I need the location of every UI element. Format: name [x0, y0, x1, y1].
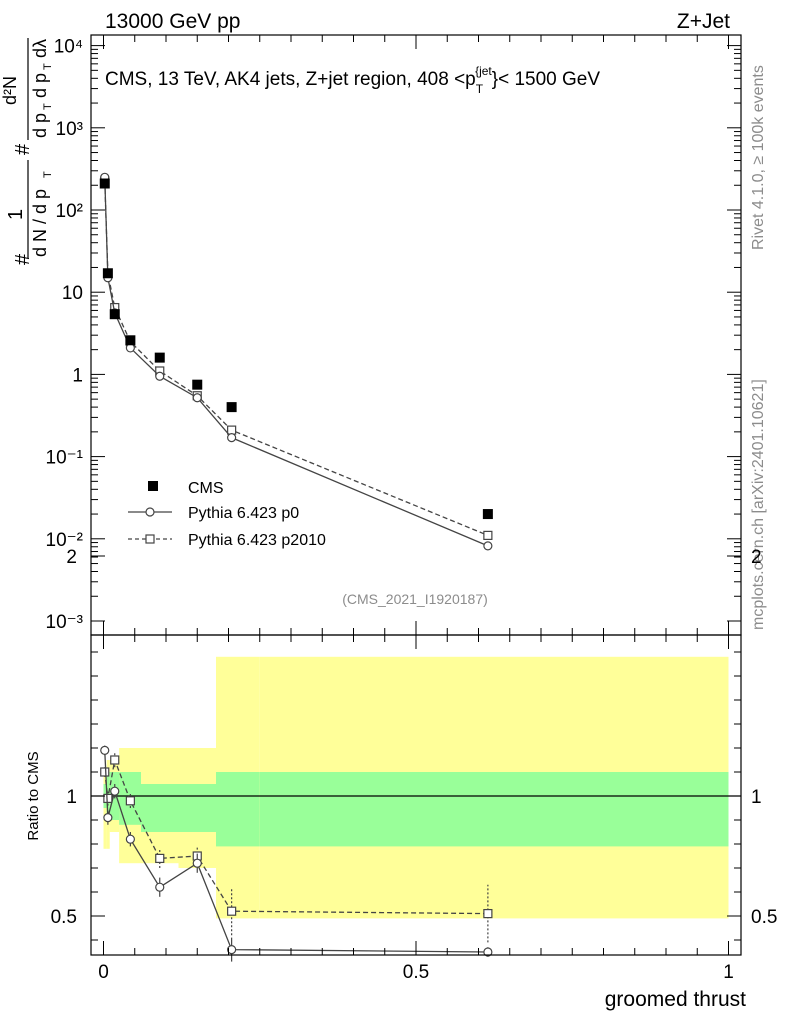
p0-point — [227, 944, 237, 955]
cms-point — [109, 309, 120, 320]
p0-point — [483, 947, 493, 957]
main-series — [99, 172, 493, 551]
p2010-point — [125, 796, 135, 806]
p0-point — [155, 371, 165, 381]
p0-point — [125, 834, 135, 844]
x-axis-label: groomed thrust — [605, 988, 746, 1011]
band-outer — [103, 772, 107, 849]
p0-point — [155, 882, 165, 892]
x-tick-label: 0.5 — [403, 962, 429, 983]
p0-point — [227, 433, 237, 443]
ratio-y-tick-label: 0.5 — [751, 907, 777, 928]
side-rivet-label: Rivet 4.1.0, ≥ 100k events — [750, 65, 767, 250]
ratio-y-tick-label: 1 — [66, 787, 77, 808]
cms-point — [125, 335, 136, 346]
cms-point — [102, 268, 113, 279]
ratio-y-tick-label: 2 — [66, 547, 77, 568]
svg-text:1: 1 — [5, 209, 27, 220]
ratio-y-tick-label: 2 — [751, 547, 762, 568]
header-right: Z+Jet — [677, 10, 730, 33]
ratio-y-tick-label: 1 — [751, 787, 762, 808]
legend-marker-p2010 — [145, 534, 155, 544]
p0-point — [100, 745, 110, 756]
y-tick-label: 10⁻¹ — [46, 448, 84, 469]
analysis-id: (CMS_2021_I1920187) — [342, 591, 488, 607]
legend-marker-p0 — [145, 507, 155, 517]
ratio-ticks: 0.5 0.5 1 1 2 2 0 0.5 1 — [51, 547, 778, 983]
band-inner — [178, 784, 216, 832]
svg-text:#: # — [12, 143, 34, 155]
band-inner — [259, 772, 729, 847]
p0-point — [192, 393, 202, 403]
band-inner — [216, 772, 260, 847]
y-tick-label: 10 — [62, 283, 83, 304]
y-tick-label: 10³ — [56, 119, 83, 140]
svg-text:T: T — [42, 103, 54, 110]
svg-text:T: T — [42, 171, 54, 178]
legend: CMS Pythia 6.423 p0 Pythia 6.423 p2010 — [128, 480, 326, 549]
p2010-point — [100, 767, 110, 777]
side-mcplots-label: mcplots.cern.ch [arXiv:2401.10621] — [750, 379, 767, 630]
main-title: CMS, 13 TeV, AK4 jets, Z+jet region, 408… — [105, 64, 600, 96]
p2010-point — [483, 908, 493, 919]
p0-point — [192, 858, 202, 868]
p2010-point — [227, 906, 237, 916]
main-y-ticks: 10⁻³ 10⁻² 10⁻¹ 1 10 10² 10³ 10⁴ — [46, 35, 741, 635]
main-panel: 10⁻³ 10⁻² 10⁻¹ 1 10 10² 10³ 10⁴ CMS, 13 TeV, AK… — [0, 34, 742, 636]
x-tick-label: 1 — [723, 962, 734, 983]
p2010-point — [227, 425, 237, 435]
svg-text:d²N: d²N — [0, 76, 20, 105]
y-tick-label: 1 — [72, 365, 83, 386]
p2010-point — [155, 853, 165, 864]
ratio-y-label: Ratio to CMS — [25, 751, 42, 840]
x-tick-label: 0 — [98, 962, 109, 983]
y-tick-label: 10² — [56, 201, 83, 222]
p2010-point — [110, 755, 120, 765]
y-tick-label: 10⁻² — [46, 530, 84, 551]
legend-label-cms: CMS — [188, 480, 224, 497]
cms-point — [154, 352, 165, 363]
ratio-panel: 0.5 0.5 1 1 2 2 0 0.5 1 Ratio to CMS groomed thr… — [25, 547, 777, 1011]
p2010-point — [483, 530, 493, 540]
ratio-bands — [103, 656, 729, 919]
y-tick-label: 10⁴ — [54, 37, 83, 58]
svg-text:d p: d p — [30, 113, 50, 138]
header-left: 13000 GeV pp — [105, 10, 240, 33]
series-line — [104, 757, 488, 915]
p0-point — [110, 786, 120, 796]
cms-point — [192, 379, 203, 390]
series-line — [104, 177, 489, 547]
band-inner — [141, 784, 179, 832]
p2010-point — [103, 793, 113, 804]
svg-text:d p: d p — [30, 73, 50, 98]
svg-text:dλ: dλ — [30, 39, 50, 58]
cms-point — [99, 178, 110, 189]
svg-text:T: T — [42, 63, 54, 70]
p0-point — [103, 812, 113, 823]
legend-marker-cms — [148, 481, 158, 491]
y-tick-label: 10⁻³ — [46, 612, 84, 633]
main-y-label: # 1 d N / d p T # d²N d p T d p T dλ — [0, 38, 54, 265]
cms-point — [226, 402, 237, 413]
svg-text:d N / d p: d N / d p — [30, 189, 50, 257]
ratio-y-tick-label: 0.5 — [51, 907, 77, 928]
cms-point — [482, 509, 493, 520]
p0-point — [483, 541, 493, 551]
ratio-series — [100, 745, 493, 962]
legend-label-p0: Pythia 6.423 p0 — [188, 505, 299, 522]
legend-label-p2010: Pythia 6.423 p2010 — [188, 532, 326, 549]
